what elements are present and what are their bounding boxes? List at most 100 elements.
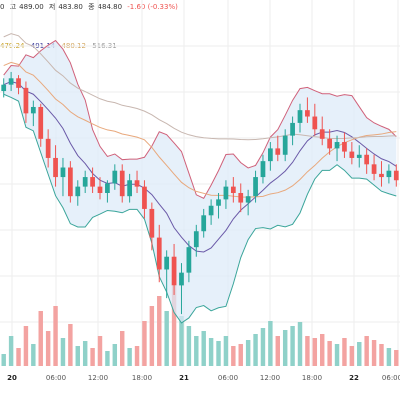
- candle-body: [186, 247, 192, 273]
- volume-bar: [268, 321, 273, 366]
- candle-body: [260, 161, 266, 178]
- volume-bar: [194, 336, 199, 366]
- candle-body: [171, 256, 177, 286]
- candle-body: [149, 208, 155, 238]
- candle-body: [82, 177, 88, 187]
- volume-bar: [245, 340, 251, 366]
- volume-bar: [238, 344, 243, 366]
- time-label: 12:00: [87, 374, 109, 382]
- candle-body: [142, 186, 147, 209]
- volume-bar: [327, 341, 332, 366]
- low-label: 저: [48, 3, 56, 11]
- volume-bar: [312, 338, 318, 366]
- volume-bar: [157, 296, 162, 366]
- volume-bar: [53, 306, 58, 366]
- candle-body: [112, 170, 118, 184]
- candle-body: [334, 142, 340, 149]
- volume-bar: [349, 346, 355, 366]
- candle-body: [305, 110, 310, 117]
- change-value: -1.60 (-0.33%): [127, 3, 178, 11]
- volume-bar: [179, 316, 184, 366]
- volume-bar: [231, 346, 236, 366]
- candle-body: [68, 167, 73, 197]
- volume-bar: [260, 328, 266, 366]
- candle-body: [349, 151, 355, 158]
- candle-body: [371, 164, 377, 174]
- candle-body: [16, 78, 21, 88]
- volume-bar: [208, 338, 214, 366]
- candle-body: [238, 193, 244, 203]
- candle-body: [1, 84, 7, 92]
- volume-bar: [142, 321, 147, 366]
- volume-bar: [282, 330, 288, 366]
- volume-bar: [68, 324, 73, 366]
- volume-bar: [253, 334, 258, 366]
- candle-body: [364, 154, 370, 165]
- candle-body: [75, 186, 81, 197]
- volume-bar: [105, 351, 110, 366]
- volume-bar: [186, 326, 192, 366]
- volume-bar: [371, 340, 377, 366]
- candle-body: [327, 138, 332, 149]
- candle-body: [268, 148, 273, 162]
- volume-bar: [320, 334, 325, 366]
- high-value: 489.00: [19, 3, 44, 11]
- candle-body: [245, 196, 251, 203]
- volume-bar: [8, 336, 14, 366]
- bollinger-lower-line: [3, 93, 397, 324]
- volume-bar: [97, 336, 103, 366]
- volume-bar: [23, 326, 29, 366]
- volume-bar: [342, 338, 347, 366]
- volume-bar: [1, 354, 6, 366]
- volume-bar: [31, 344, 36, 366]
- candle-body: [319, 129, 325, 139]
- candle-body: [253, 177, 258, 197]
- volume-bar: [45, 331, 51, 366]
- candle-body: [282, 135, 288, 155]
- volume-bar: [357, 342, 362, 366]
- candle-body: [208, 205, 214, 216]
- candle-body: [119, 170, 125, 197]
- volume-bar: [379, 344, 384, 366]
- candle-body: [230, 186, 236, 193]
- high-label: 고: [9, 3, 17, 11]
- time-axis: 20 06:00 12:00 18:00 21 06:00 12:00 18:00 22 06:0…: [0, 366, 400, 400]
- volume-bar: [201, 331, 206, 366]
- candle-body: [23, 87, 29, 114]
- volume-bar: [90, 348, 95, 366]
- volume-bar: [38, 311, 43, 366]
- candle-body: [193, 231, 199, 248]
- candle-body: [386, 170, 392, 178]
- volume-bar: [171, 286, 177, 366]
- candle-body: [127, 180, 132, 197]
- volume-bar: [149, 306, 155, 366]
- volume-bar: [223, 336, 229, 366]
- open-value: 0: [0, 3, 5, 11]
- candle-body: [90, 177, 95, 187]
- close-value: 484.80: [97, 3, 123, 11]
- ohlc-legend: 0 고 489.00 저 483.80 종 484.80 -1.60 (-0.33%): [0, 2, 181, 14]
- candle-body: [30, 106, 36, 114]
- candle-body: [216, 199, 221, 206]
- candle-body: [342, 142, 347, 152]
- volume-bar: [112, 344, 118, 366]
- volume-bar: [75, 346, 80, 366]
- candle-body: [379, 173, 384, 178]
- volume-bar: [334, 344, 340, 366]
- candle-body: [134, 180, 140, 187]
- candle-body: [38, 106, 44, 139]
- candle-body: [105, 183, 110, 193]
- time-label: 06:00: [217, 374, 239, 382]
- volume-bar: [164, 311, 169, 366]
- candle-body: [164, 256, 170, 270]
- time-label: 21: [179, 374, 189, 382]
- candle-body: [290, 122, 295, 136]
- volume-bar: [297, 322, 303, 366]
- time-label: 06:00: [381, 374, 400, 382]
- time-label: 18:00: [131, 374, 153, 382]
- time-label: 06:00: [45, 374, 67, 382]
- volume-bar: [364, 336, 369, 366]
- volume-bar: [120, 331, 125, 366]
- plot-area[interactable]: [0, 0, 400, 366]
